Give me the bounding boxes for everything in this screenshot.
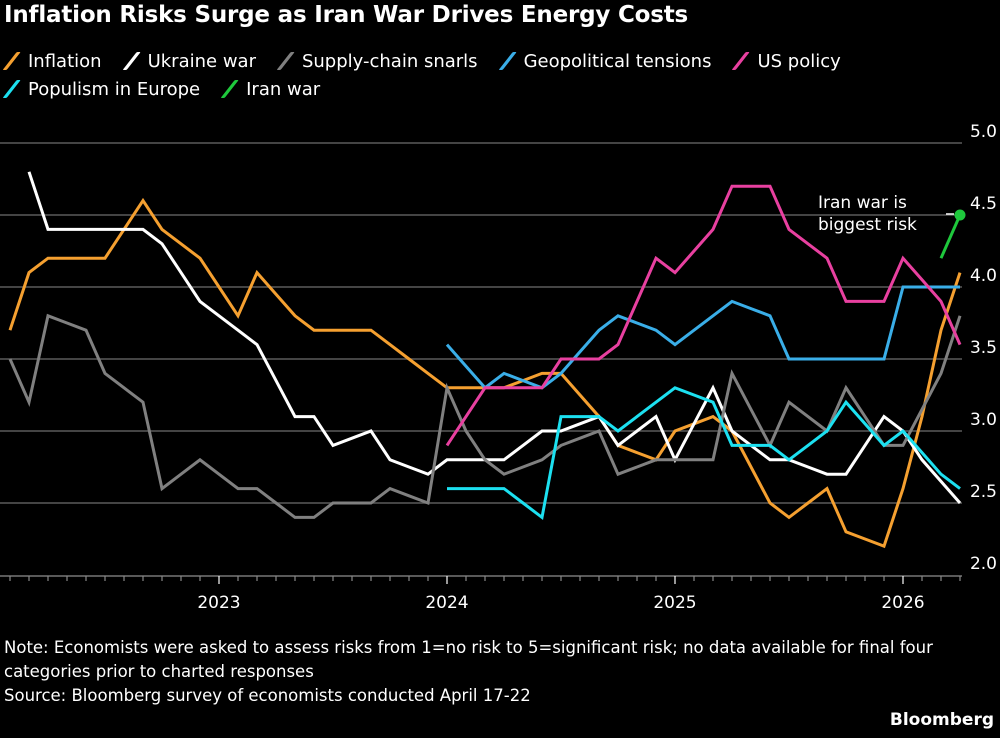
annotation-line-2: biggest risk [818,215,917,235]
y-tick-label: 3.0 [970,410,997,430]
legend-item: Geopolitical tensions [498,48,712,76]
line-chart: 2.0 2.5 3.0 3.5 4.0 4.5 5.0 2023 2024 2025 2026 Ira… [0,122,997,613]
series-line [445,285,960,390]
legend-label: Supply-chain snarls [301,51,478,72]
y-tick-label: 2.5 [970,482,997,502]
x-tick-label: 2024 [425,593,468,613]
bloomberg-logo: Bloomberg [889,710,994,730]
legend: Inflation Ukraine war Supply-chain snarls G… [2,48,994,104]
y-tick-label: 4.0 [970,266,997,286]
annotation-line-1: Iran war is [818,193,907,213]
y-tick-label: 3.5 [970,338,997,358]
x-tick-label: 2026 [881,593,924,613]
legend-label: Populism in Europe [28,79,201,100]
legend-item: Inflation [2,48,102,76]
source-text: Source: Bloomberg survey of economists c… [4,686,531,705]
series-line [447,386,961,521]
legend-label: Ukraine war [147,51,256,72]
y-tick-label: 4.5 [970,194,997,214]
legend-item: Supply-chain snarls [276,48,478,76]
legend-label: Inflation [28,51,102,72]
legend-item: Ukraine war [122,48,256,76]
legend-item: Iran war [220,76,321,104]
y-tick-label: 2.0 [970,554,997,574]
legend-label: US policy [757,51,841,72]
x-tick-label: 2025 [653,593,696,613]
x-tick-label: 2023 [197,593,240,613]
legend-item: Populism in Europe [2,76,201,104]
series-line [8,313,962,519]
series-line [939,214,962,259]
series-line [445,184,962,447]
legend-item: US policy [732,48,841,76]
legend-label: Geopolitical tensions [523,51,712,72]
chart-title: Inflation Risks Surge as Iran War Drives… [4,2,689,28]
chart-footnotes: Note: Economists were asked to assess ri… [4,636,994,708]
series-line [27,171,962,504]
legend-label: Iran war [246,79,321,100]
y-tick-label: 5.0 [970,122,997,142]
series-end-marker [954,209,966,221]
note-text: Note: Economists were asked to assess ri… [4,638,933,681]
